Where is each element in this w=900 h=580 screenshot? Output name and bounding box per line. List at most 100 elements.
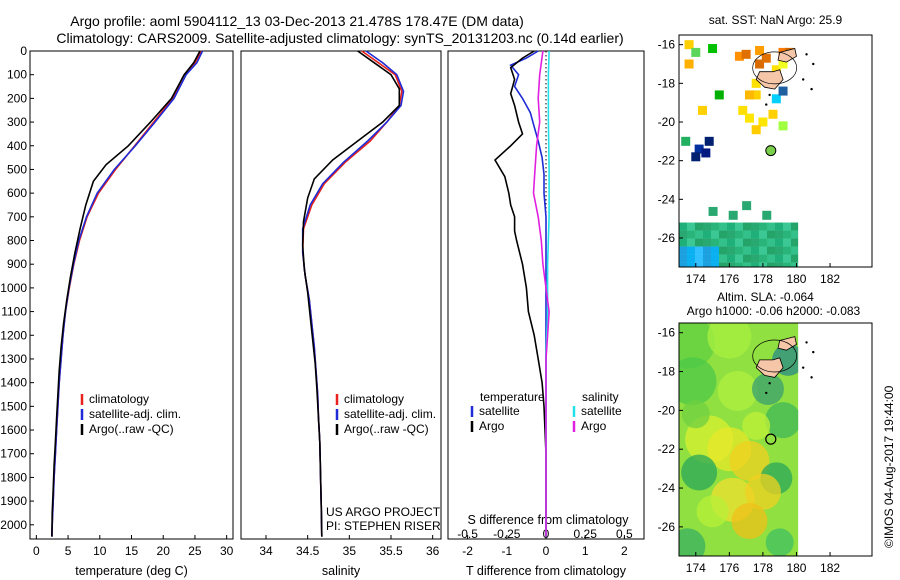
sst-cell — [695, 238, 703, 247]
sst-map-title: sat. SST: NaN Argo: 25.9 — [709, 13, 843, 27]
sst-cell — [734, 51, 744, 61]
sst-cell — [775, 230, 783, 239]
sst-cell — [711, 262, 719, 267]
sst-cell — [708, 44, 718, 54]
difference-line-t-argo — [493, 50, 547, 537]
depth-tick-label: 1700 — [0, 447, 27, 461]
sst-cell — [791, 246, 799, 255]
sst-cell — [759, 246, 767, 255]
sst-cell — [695, 230, 703, 239]
sst-cell — [751, 78, 761, 88]
depth-tick-label: 900 — [7, 257, 27, 271]
sst-cell — [679, 254, 687, 263]
sst-cell — [703, 246, 711, 255]
sst-cell — [791, 238, 799, 247]
depth-tick-label: 1500 — [0, 399, 27, 413]
sst-cell — [691, 47, 701, 57]
difference-temperature-legend-entry: Argo — [479, 419, 505, 433]
sla-island-vanua-levu — [777, 336, 797, 351]
sst-islet — [812, 62, 815, 66]
salinity-xtick-label: 34 — [259, 544, 273, 558]
difference-temperature-legend-entry: satellite — [479, 404, 520, 418]
depth-tick-label: 600 — [7, 186, 27, 200]
sst-lat-tick-label: -20 — [658, 115, 676, 129]
sst-cell — [684, 59, 694, 69]
depth-tick-label: 0 — [20, 44, 27, 58]
temperature-line-satellite-adj. — [51, 50, 204, 537]
salinity-difference-tick-label: 0.25 — [574, 527, 598, 541]
sla-field — [679, 323, 799, 556]
temperature-legend-entry: satellite-adj. clim. — [89, 407, 181, 421]
sst-cell — [791, 262, 799, 267]
sst-cell — [711, 246, 719, 255]
sla-islet — [768, 381, 771, 385]
sst-cell — [735, 246, 743, 255]
sst-lon-tick-label: 180 — [786, 272, 806, 286]
sst-cell — [791, 254, 799, 263]
sst-cell — [704, 136, 714, 146]
sst-cell — [727, 254, 735, 263]
sst-cell — [711, 238, 719, 247]
sst-argo-marker — [765, 145, 777, 157]
difference-salinity-legend-entry: satellite — [581, 404, 622, 418]
sst-cell — [783, 246, 791, 255]
difference-xtick-label: 0 — [543, 544, 550, 558]
temperature-legend-entry: climatology — [89, 392, 149, 406]
sst-island-vanua-levu — [777, 48, 797, 63]
temperature-line-argo — [51, 50, 201, 537]
difference-axis-label: T difference from climatology — [466, 564, 627, 578]
sst-cell — [741, 49, 751, 59]
sla-islet — [805, 341, 808, 344]
sla-lon-tick-label: 180 — [786, 561, 806, 575]
sst-cell — [679, 246, 687, 255]
sla-anomaly-blob — [729, 440, 770, 481]
sst-cell — [791, 222, 799, 231]
sst-cell — [695, 254, 703, 263]
sst-cell — [708, 206, 718, 216]
figure-title-line2: Climatology: CARS2009. Satellite-adjuste… — [56, 30, 623, 46]
difference-line-t-satellite — [509, 50, 547, 537]
sst-cell — [775, 262, 783, 267]
sla-anomaly-blob — [731, 503, 768, 540]
sst-cell — [687, 230, 695, 239]
sst-axes — [678, 34, 873, 268]
sla-anomaly-blob — [679, 323, 716, 369]
temperature-line-climatology — [51, 50, 203, 537]
figure-title-line1: Argo profile: aoml 5904112_13 03-Dec-201… — [70, 13, 523, 29]
sla-anomaly-blob — [751, 373, 784, 406]
sla-anomaly-blob — [744, 473, 781, 510]
sst-cell — [743, 230, 751, 239]
sst-cell — [744, 113, 754, 123]
sst-cell — [767, 230, 775, 239]
sla-axes — [678, 322, 873, 557]
sst-cell — [767, 262, 775, 267]
sst-cell — [687, 222, 695, 231]
sst-lat-tick-label: -24 — [658, 192, 676, 206]
sst-field — [679, 40, 799, 267]
sst-cell — [743, 238, 751, 247]
sla-anomaly-blob — [765, 528, 794, 556]
sla-lat-tick-label: -20 — [658, 403, 676, 417]
sst-cell — [711, 222, 719, 231]
salinity-axes — [240, 50, 442, 540]
sst-cell — [695, 262, 703, 267]
sst-lon-tick-label: 176 — [719, 272, 739, 286]
sst-cell — [679, 222, 687, 231]
sst-cell — [687, 254, 695, 263]
sst-cell — [768, 109, 778, 119]
sst-cell — [778, 121, 788, 131]
sst-cell — [735, 222, 743, 231]
sst-cell — [751, 262, 759, 267]
sst-cell — [691, 152, 701, 162]
sla-anomaly-blob — [742, 411, 771, 440]
sla-anomaly-blob — [679, 357, 717, 406]
sst-cell — [755, 45, 765, 55]
salinity-xtick-label: 34.5 — [296, 544, 320, 558]
salinity-difference-label: S difference from climatology — [468, 513, 630, 527]
sst-cell — [703, 230, 711, 239]
sla-lon-tick-label: 174 — [686, 561, 706, 575]
sst-cell — [783, 222, 791, 231]
sst-lat-tick-label: -26 — [658, 231, 676, 245]
sst-cell — [758, 117, 768, 127]
temperature-xtick-label: 0 — [33, 544, 40, 558]
